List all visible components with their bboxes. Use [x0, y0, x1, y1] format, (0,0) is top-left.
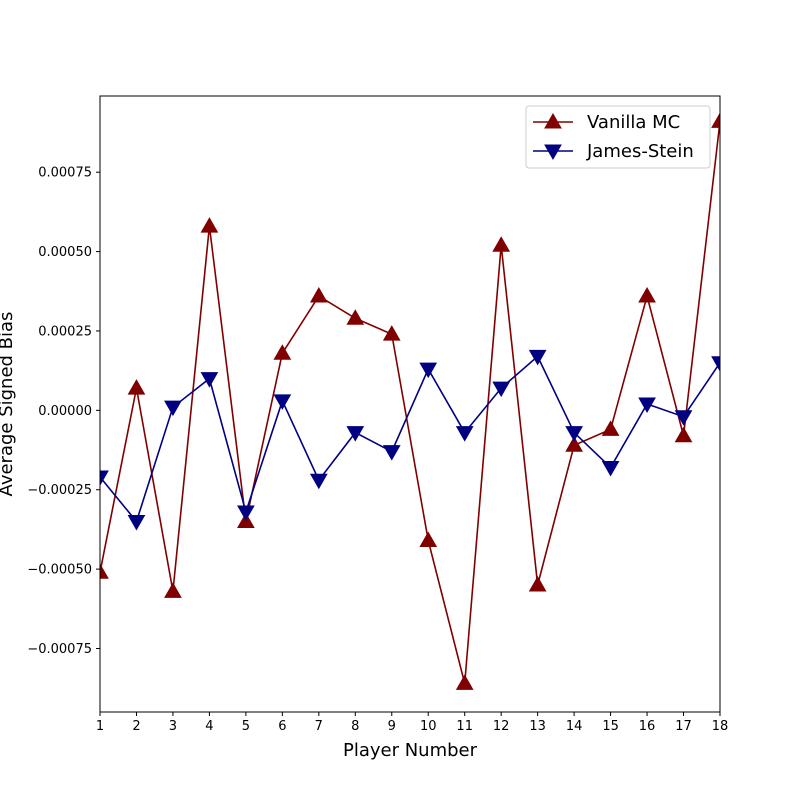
- legend-marker-vanilla-mc: [544, 112, 562, 129]
- x-tick-label: 13: [529, 719, 546, 734]
- x-tick-label: 15: [602, 719, 619, 734]
- x-tick-label: 17: [675, 719, 692, 734]
- data-point-james-stein: [565, 426, 583, 442]
- y-tick-label: 0.00075: [38, 166, 92, 181]
- data-point-vanilla-mc: [127, 379, 146, 395]
- x-tick-label: 1: [96, 719, 104, 734]
- series-james-stein: [100, 349, 720, 531]
- x-tick-label: 8: [351, 719, 359, 734]
- y-tick-label: −0.00075: [27, 642, 92, 657]
- series-line-james-stein: [100, 355, 720, 524]
- legend-label-james-stein: James-Stein: [586, 141, 694, 162]
- y-tick-label: 0.00050: [38, 245, 92, 260]
- y-tick-label: 0.00000: [38, 404, 92, 419]
- legend: Vanilla MC James-Stein: [525, 105, 711, 169]
- data-point-james-stein: [237, 505, 255, 521]
- data-point-james-stein: [492, 381, 511, 398]
- data-point-james-stein: [528, 349, 547, 366]
- series-line-vanilla-mc: [100, 121, 720, 684]
- data-point-vanilla-mc: [565, 436, 583, 452]
- data-point-james-stein: [382, 445, 401, 461]
- data-point-james-stein: [419, 362, 438, 379]
- x-tick-label: 16: [639, 719, 656, 734]
- x-axis-ticks: 1 2 3 4 5 6 7 8 9 10 11 12 13 14 15 16 17 18: [96, 712, 728, 734]
- x-tick-label: 4: [205, 719, 213, 734]
- y-axis-ticks: −0.00075 −0.00050 −0.00025 0.00000 0.00025 0.…: [27, 166, 100, 657]
- x-tick-label: 5: [242, 719, 250, 734]
- y-axis-label: Average Signed Bias: [0, 312, 17, 497]
- data-point-james-stein: [127, 514, 146, 531]
- data-point-vanilla-mc: [455, 674, 474, 690]
- x-tick-label: 3: [169, 719, 177, 734]
- data-point-vanilla-mc: [382, 325, 401, 341]
- data-point-james-stein: [346, 426, 365, 442]
- data-point-vanilla-mc: [601, 420, 620, 436]
- data-point-vanilla-mc: [674, 426, 693, 443]
- data-point-james-stein: [273, 394, 292, 410]
- data-point-james-stein: [164, 400, 182, 417]
- data-point-vanilla-mc: [164, 582, 182, 598]
- x-tick-label: 2: [132, 719, 140, 734]
- axes-frame: [99, 95, 721, 713]
- x-tick-label: 6: [278, 719, 286, 734]
- x-tick-label: 18: [712, 719, 729, 734]
- x-tick-label: 10: [420, 719, 437, 734]
- data-point-james-stein: [601, 461, 620, 477]
- data-point-james-stein: [100, 470, 109, 487]
- data-point-vanilla-mc: [346, 309, 365, 325]
- data-point-vanilla-mc: [309, 287, 328, 303]
- data-point-james-stein: [455, 426, 474, 442]
- data-point-james-stein: [638, 397, 656, 414]
- data-point-vanilla-mc: [492, 236, 511, 252]
- plot-area: [100, 112, 720, 690]
- series-vanilla-mc: [100, 112, 720, 690]
- y-tick-label: 0.00025: [38, 324, 92, 339]
- data-point-james-stein: [309, 473, 328, 490]
- x-tick-label: 9: [388, 719, 396, 734]
- data-point-vanilla-mc: [711, 112, 720, 128]
- data-point-james-stein: [711, 356, 720, 372]
- x-tick-label: 11: [456, 719, 473, 734]
- x-tick-label: 12: [493, 719, 510, 734]
- data-point-vanilla-mc: [273, 344, 292, 360]
- data-point-james-stein: [674, 410, 693, 426]
- data-point-vanilla-mc: [638, 287, 656, 303]
- x-axis-label: Player Number: [343, 740, 478, 761]
- legend-label-vanilla-mc: Vanilla MC: [587, 112, 680, 133]
- y-tick-label: −0.00025: [27, 483, 92, 498]
- x-tick-label: 7: [315, 719, 323, 734]
- data-point-vanilla-mc: [528, 575, 547, 592]
- data-point-james-stein: [200, 372, 219, 388]
- y-tick-label: −0.00050: [27, 563, 92, 578]
- data-point-vanilla-mc: [419, 531, 438, 548]
- data-point-vanilla-mc: [200, 217, 219, 233]
- data-point-vanilla-mc: [100, 563, 109, 579]
- legend-marker-james-stein: [544, 144, 562, 161]
- x-tick-label: 14: [566, 719, 583, 734]
